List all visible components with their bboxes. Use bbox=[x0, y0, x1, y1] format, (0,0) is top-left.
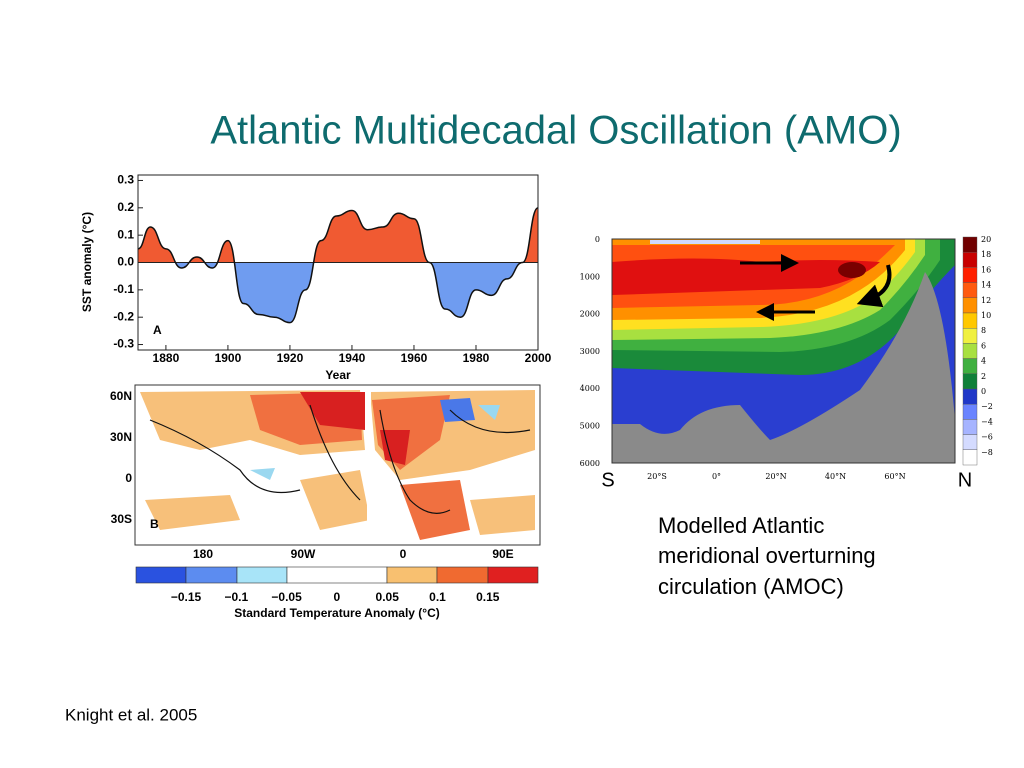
map bbox=[134, 384, 541, 546]
south-label: S bbox=[601, 469, 614, 491]
lat-label: 30N bbox=[110, 430, 132, 444]
lat-tick-label: 40°N bbox=[825, 472, 846, 481]
colorbar-tick-label: 14 bbox=[981, 281, 991, 290]
colorbar-swatch bbox=[962, 236, 978, 253]
colorbar-tick-label: −0.15 bbox=[171, 590, 202, 604]
north-label: N bbox=[958, 469, 972, 491]
colorbar-swatch bbox=[962, 388, 978, 405]
depth-tick-label: 3000 bbox=[580, 347, 600, 356]
lat-tick-label: 20°S bbox=[647, 472, 667, 481]
colorbar-swatch bbox=[962, 297, 978, 314]
colorbar-swatch bbox=[962, 312, 978, 329]
colorbar-tick-label: 4 bbox=[981, 357, 986, 366]
x-tick-label: 1880 bbox=[153, 351, 180, 365]
y-tick-label: 0.0 bbox=[117, 255, 134, 269]
y-axis-label: SST anomaly (°C) bbox=[80, 212, 94, 312]
y-tick-label: -0.2 bbox=[113, 309, 134, 323]
colorbar-tick-label: −8 bbox=[981, 448, 993, 457]
panel-label: A bbox=[153, 323, 162, 337]
colorbar-swatch bbox=[962, 282, 978, 299]
citation: Knight et al. 2005 bbox=[65, 705, 197, 724]
colorbar-swatch bbox=[962, 358, 978, 375]
colorbar-tick-label: 10 bbox=[981, 311, 991, 320]
colorbar-swatch bbox=[962, 267, 978, 283]
lat-tick-label: 0° bbox=[712, 472, 721, 481]
y-tick-label: 0.3 bbox=[117, 173, 134, 187]
x-tick-label: 1900 bbox=[215, 351, 242, 365]
panel-label: B bbox=[150, 517, 159, 531]
x-axis-label: Year bbox=[325, 368, 351, 382]
colorbar-tick-label: 0.15 bbox=[476, 590, 500, 604]
caption-line: meridional overturning bbox=[658, 543, 876, 568]
colorbar-tick-label: 18 bbox=[981, 250, 991, 259]
x-tick-label: 1940 bbox=[339, 351, 366, 365]
colorbar-tick-label: −0.1 bbox=[224, 590, 248, 604]
colorbar-swatch bbox=[962, 373, 978, 390]
colorbar-tick-label: 6 bbox=[981, 341, 986, 350]
y-tick-label: -0.1 bbox=[113, 282, 134, 296]
colorbar-tick-label: 8 bbox=[981, 326, 986, 335]
caption-line: Modelled Atlantic bbox=[658, 513, 824, 538]
colorbar-swatch bbox=[962, 404, 978, 420]
colorbar-tick-label: −0.05 bbox=[271, 590, 302, 604]
y-tick-label: 0.2 bbox=[117, 200, 134, 214]
colorbar-tick-label: 16 bbox=[981, 265, 991, 274]
colorbar-swatch bbox=[962, 251, 978, 268]
colorbar-tick-label: 0.05 bbox=[376, 590, 400, 604]
x-tick-label: 1960 bbox=[401, 351, 428, 365]
colorbar-tick-label: 0.1 bbox=[429, 590, 446, 604]
colorbar-swatch bbox=[962, 449, 978, 466]
y-tick-label: 0.1 bbox=[117, 227, 134, 241]
x-tick-label: 1980 bbox=[463, 351, 490, 365]
colorbar-label: Standard Temperature Anomaly (°C) bbox=[234, 606, 440, 620]
depth-tick-label: 1000 bbox=[580, 272, 600, 281]
lat-label: 30S bbox=[111, 512, 132, 526]
map-colorbar bbox=[135, 566, 539, 584]
colorbar-tick-label: 0 bbox=[981, 387, 986, 396]
y-tick-label: -0.3 bbox=[113, 337, 134, 351]
x-tick-label: 2000 bbox=[525, 351, 552, 365]
colorbar-tick-label: 12 bbox=[981, 296, 991, 305]
x-tick-label: 1920 bbox=[277, 351, 304, 365]
caption-line: circulation (AMOC) bbox=[658, 574, 844, 599]
colorbar-tick-label: −4 bbox=[981, 417, 993, 426]
amoc-section bbox=[611, 238, 956, 464]
line bbox=[137, 207, 539, 324]
lat-label: 0 bbox=[125, 471, 132, 485]
slide-title: Atlantic Multidecadal Oscillation (AMO) bbox=[210, 109, 901, 153]
colorbar-tick-label: 2 bbox=[981, 372, 986, 381]
area-negative bbox=[138, 262, 538, 323]
lat-label: 60N bbox=[110, 389, 132, 403]
depth-tick-label: 2000 bbox=[580, 310, 600, 319]
area-positive bbox=[138, 207, 538, 263]
lon-label: 0 bbox=[400, 547, 407, 561]
lon-label: 180 bbox=[193, 547, 213, 561]
colorbar-tick-label: 20 bbox=[981, 235, 991, 244]
colorbar-tick-label: −6 bbox=[981, 433, 993, 442]
lon-label: 90E bbox=[492, 547, 513, 561]
colorbar-tick-label: −2 bbox=[981, 402, 993, 411]
depth-tick-label: 6000 bbox=[580, 459, 600, 468]
lat-tick-label: 60°N bbox=[884, 472, 905, 481]
colorbar-swatch bbox=[962, 419, 978, 435]
colorbar-swatch bbox=[962, 343, 978, 359]
colorbar-tick-label: 0 bbox=[334, 590, 341, 604]
depth-tick-label: 4000 bbox=[580, 384, 600, 393]
lon-label: 90W bbox=[291, 547, 316, 561]
depth-tick-label: 0 bbox=[595, 235, 600, 244]
depth-tick-label: 5000 bbox=[580, 422, 600, 431]
colorbar-swatch bbox=[962, 328, 978, 344]
colorbar-swatch bbox=[962, 434, 978, 451]
lat-tick-label: 20°N bbox=[765, 472, 786, 481]
